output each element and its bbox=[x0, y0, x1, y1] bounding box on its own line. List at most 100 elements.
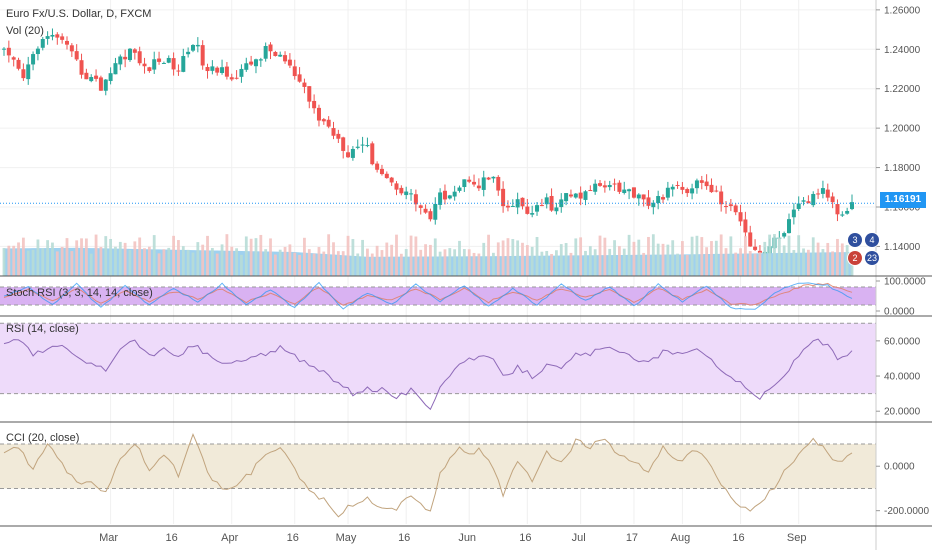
candle[interactable] bbox=[850, 194, 854, 211]
candle[interactable] bbox=[103, 79, 108, 96]
candle[interactable] bbox=[215, 66, 220, 76]
candle[interactable] bbox=[622, 181, 627, 195]
candle[interactable] bbox=[35, 46, 40, 61]
candle[interactable] bbox=[195, 37, 200, 53]
candle[interactable] bbox=[617, 180, 622, 195]
candle[interactable] bbox=[515, 192, 520, 215]
candle[interactable] bbox=[496, 175, 501, 196]
candle[interactable] bbox=[118, 54, 123, 71]
candle[interactable] bbox=[84, 68, 89, 80]
candle[interactable] bbox=[481, 170, 486, 197]
candle[interactable] bbox=[753, 239, 758, 252]
candle[interactable] bbox=[680, 182, 685, 195]
candle[interactable] bbox=[476, 178, 481, 192]
candle[interactable] bbox=[89, 74, 94, 83]
candle[interactable] bbox=[738, 204, 743, 226]
candle[interactable] bbox=[438, 188, 443, 210]
candle[interactable] bbox=[26, 56, 31, 85]
candle[interactable] bbox=[820, 180, 825, 199]
candle[interactable] bbox=[399, 185, 404, 196]
candle[interactable] bbox=[612, 178, 617, 191]
candle[interactable] bbox=[806, 195, 811, 204]
candle[interactable] bbox=[292, 59, 297, 80]
candle[interactable] bbox=[564, 192, 569, 206]
candle[interactable] bbox=[234, 70, 239, 80]
candle[interactable] bbox=[510, 199, 515, 207]
candle[interactable] bbox=[220, 59, 225, 75]
candle[interactable] bbox=[665, 181, 670, 201]
candle[interactable] bbox=[709, 178, 714, 193]
candle[interactable] bbox=[627, 188, 632, 200]
candle[interactable] bbox=[98, 75, 103, 91]
candle[interactable] bbox=[535, 202, 540, 216]
candle[interactable] bbox=[316, 104, 321, 127]
candle[interactable] bbox=[409, 188, 414, 201]
candle[interactable] bbox=[472, 174, 477, 187]
candle[interactable] bbox=[108, 67, 113, 85]
candle[interactable] bbox=[278, 51, 283, 57]
candle[interactable] bbox=[588, 185, 593, 192]
candle[interactable] bbox=[733, 203, 738, 216]
candle[interactable] bbox=[360, 136, 365, 153]
candle[interactable] bbox=[568, 189, 573, 198]
candle[interactable] bbox=[123, 49, 128, 68]
candle[interactable] bbox=[186, 47, 191, 58]
candle[interactable] bbox=[268, 42, 273, 60]
candle[interactable] bbox=[239, 64, 244, 83]
candle[interactable] bbox=[641, 194, 646, 207]
candle[interactable] bbox=[452, 185, 457, 201]
candle[interactable] bbox=[171, 52, 176, 76]
candle[interactable] bbox=[704, 174, 709, 190]
candle[interactable] bbox=[699, 175, 704, 190]
candle[interactable] bbox=[137, 46, 142, 66]
candle[interactable] bbox=[307, 86, 312, 109]
candle[interactable] bbox=[297, 67, 302, 83]
candle[interactable] bbox=[249, 55, 254, 66]
candle[interactable] bbox=[714, 185, 719, 193]
candle[interactable] bbox=[273, 50, 278, 57]
candle[interactable] bbox=[447, 194, 452, 200]
candle[interactable] bbox=[840, 211, 845, 217]
candle[interactable] bbox=[656, 190, 661, 210]
candle[interactable] bbox=[607, 180, 612, 191]
candle[interactable] bbox=[312, 94, 317, 114]
candle[interactable] bbox=[501, 181, 506, 213]
candle[interactable] bbox=[176, 64, 181, 76]
event-badge-3[interactable]: 2 bbox=[848, 251, 862, 265]
candle[interactable] bbox=[229, 73, 234, 82]
candle[interactable] bbox=[728, 198, 733, 212]
event-badge-2[interactable]: 4 bbox=[865, 233, 879, 247]
candle[interactable] bbox=[651, 200, 656, 215]
candle[interactable] bbox=[549, 188, 554, 212]
candle[interactable] bbox=[370, 141, 375, 166]
candle[interactable] bbox=[341, 136, 346, 159]
candle[interactable] bbox=[646, 190, 651, 210]
candle[interactable] bbox=[578, 186, 583, 206]
candle[interactable] bbox=[413, 189, 418, 212]
candle[interactable] bbox=[748, 225, 753, 247]
candle[interactable] bbox=[467, 176, 472, 184]
candle[interactable] bbox=[423, 204, 428, 214]
candle[interactable] bbox=[801, 197, 806, 206]
candle[interactable] bbox=[505, 200, 510, 212]
candle[interactable] bbox=[210, 60, 215, 75]
candle[interactable] bbox=[142, 57, 147, 74]
candle[interactable] bbox=[486, 176, 491, 181]
candle[interactable] bbox=[433, 197, 438, 225]
event-badge-1[interactable]: 3 bbox=[848, 233, 862, 247]
candle[interactable] bbox=[816, 188, 821, 199]
candle[interactable] bbox=[583, 190, 588, 206]
candle[interactable] bbox=[331, 121, 336, 140]
candle[interactable] bbox=[636, 193, 641, 206]
candle[interactable] bbox=[530, 205, 535, 218]
candle[interactable] bbox=[11, 56, 16, 67]
candle[interactable] bbox=[346, 145, 351, 158]
candle[interactable] bbox=[127, 48, 132, 62]
candle[interactable] bbox=[147, 66, 152, 73]
candle[interactable] bbox=[661, 194, 666, 204]
candle[interactable] bbox=[253, 58, 258, 74]
candle[interactable] bbox=[462, 179, 467, 192]
candle[interactable] bbox=[50, 28, 55, 41]
candle[interactable] bbox=[389, 176, 394, 186]
